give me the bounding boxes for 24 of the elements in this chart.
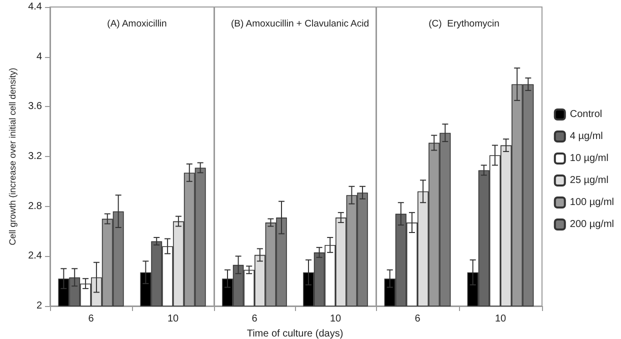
x-tick-label: 6 <box>252 314 258 324</box>
x-axis-title: Time of culture (days) <box>246 328 344 339</box>
y-tick-label: 2.4 <box>28 250 42 262</box>
legend-label: 4 µg/ml <box>570 131 603 142</box>
y-axis-title: Cell growth (increase over initial cell density) <box>8 68 18 246</box>
x-tick-label: 6 <box>88 314 94 324</box>
x-tick-label: 10 <box>167 314 179 324</box>
text: (B) Amoxucillin + Clavulanic Acid <box>230 18 370 30</box>
legend-label: 100 µg/ml <box>570 197 614 208</box>
legend-label: Control <box>570 109 602 120</box>
y-tick-label: 4.4 <box>28 2 42 12</box>
x-tick-label: 10 <box>330 314 342 324</box>
text: (A) Amoxicillin <box>107 18 167 30</box>
legend-label: 10 µg/ml <box>570 153 608 164</box>
x-tick-label: 10 <box>494 314 506 324</box>
legend-label: 25 µg/ml <box>570 175 608 186</box>
y-tick-label: 4 <box>36 51 42 62</box>
text: (C) Erythomycin <box>428 18 500 30</box>
legend-label: 200 µg/ml <box>570 219 614 230</box>
y-tick-label: 2 <box>36 300 42 312</box>
y-tick-label: 3.6 <box>28 101 42 112</box>
y-tick-label: 2.8 <box>28 200 42 212</box>
x-tick-label: 6 <box>414 314 421 324</box>
y-tick-label: 3.2 <box>28 151 42 162</box>
